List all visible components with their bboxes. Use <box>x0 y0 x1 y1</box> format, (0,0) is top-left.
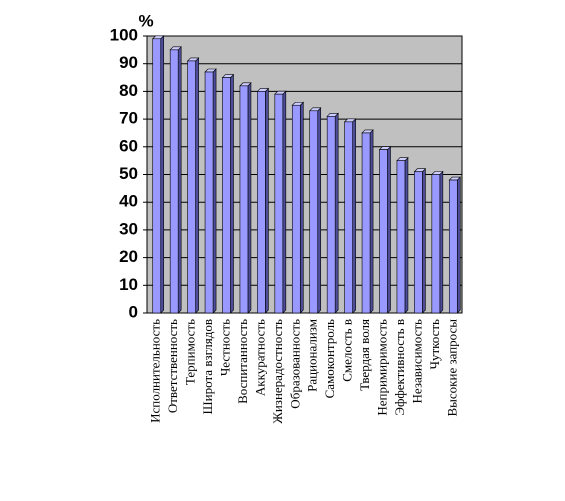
bar-side <box>212 68 217 314</box>
y-tick-label: 20 <box>119 247 138 266</box>
y-tick-label: 50 <box>119 164 138 183</box>
bar-side <box>334 112 339 314</box>
x-tick-label: Твердая воля <box>357 319 372 391</box>
x-tick-label: Рационализм <box>305 319 320 392</box>
bar <box>396 160 406 314</box>
y-tick-label: 100 <box>110 25 138 44</box>
x-tick-label: Смелость в <box>340 319 355 382</box>
bar-side <box>299 101 304 314</box>
bar-side <box>265 87 269 314</box>
y-tick-label: 70 <box>119 109 138 128</box>
bar <box>152 38 162 314</box>
bar-side <box>230 73 234 314</box>
y-tick-label: 60 <box>119 136 138 155</box>
bar <box>344 121 353 314</box>
x-tick-label: Эффективность в <box>392 319 407 416</box>
bar <box>326 116 336 314</box>
bar <box>222 77 231 314</box>
bar-side <box>282 90 287 314</box>
y-tick-label: 90 <box>119 53 138 72</box>
x-tick-label: Непримиримость <box>374 319 389 416</box>
x-tick-label: Самоконтроль <box>322 319 337 398</box>
y-tick-label: 10 <box>119 275 138 294</box>
bar <box>204 71 214 314</box>
bar <box>291 104 301 314</box>
x-tick-label: Воспитанность <box>235 319 250 404</box>
bar <box>309 110 319 314</box>
bar-side <box>404 156 409 314</box>
x-tick-label: Образованность <box>287 319 302 409</box>
bar-side <box>177 46 182 314</box>
x-tick-label: Широта взглядов <box>200 319 215 414</box>
x-tick-label: Высокие запросы <box>444 319 459 417</box>
y-tick-label: 40 <box>119 192 138 211</box>
x-tick-label: Аккуратность <box>252 319 267 396</box>
bar <box>448 179 458 314</box>
y-axis-label: % <box>138 11 153 30</box>
bar <box>414 171 423 314</box>
bar-side <box>247 82 252 314</box>
bar-side <box>352 118 356 314</box>
bar <box>431 174 441 314</box>
y-tick-label: 30 <box>119 219 138 238</box>
bar <box>187 60 196 314</box>
x-tick-label: Исполнительность <box>148 319 163 423</box>
x-tick-label: Независимость <box>409 319 424 404</box>
bar <box>274 93 284 314</box>
bar-side <box>317 107 322 314</box>
bar-side <box>456 176 461 314</box>
bar-side <box>195 57 199 314</box>
x-tick-label: Чуткость <box>427 319 442 370</box>
bar <box>361 132 371 314</box>
bar-side <box>422 168 426 314</box>
bar <box>257 91 266 314</box>
x-tick-label: Честность <box>217 319 232 376</box>
y-tick-label: 80 <box>119 81 138 100</box>
x-tick-label: Жизнерадостность <box>270 319 285 424</box>
bar-side <box>369 129 374 314</box>
x-tick-label: Ответственность <box>165 319 180 413</box>
bar <box>379 149 388 314</box>
bar-side <box>160 35 165 314</box>
bar <box>239 85 249 314</box>
bar-side <box>439 170 444 314</box>
bar <box>169 49 179 314</box>
x-tick-label: Терпимость <box>183 319 198 385</box>
bar-side <box>387 145 391 314</box>
y-tick-label: 0 <box>129 302 138 321</box>
